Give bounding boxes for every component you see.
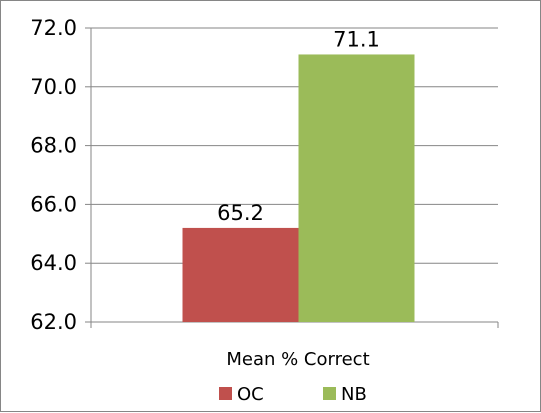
legend-swatch-oc [219,387,232,400]
y-tick-label: 70.0 [30,75,77,99]
y-tick-label: 64.0 [30,251,77,275]
legend-label-nb: NB [341,384,367,405]
data-label-oc: 65.2 [217,201,264,225]
y-tick-label: 72.0 [30,16,77,40]
legend: OC NB [219,384,367,405]
data-labels: 65.2 71.1 [217,27,380,224]
y-tick-label: 66.0 [30,192,77,216]
bar-nb [298,54,415,323]
y-tick-label: 68.0 [30,134,77,158]
bar-oc [182,227,299,322]
legend-swatch-nb [323,387,336,400]
legend-label-oc: OC [237,384,264,405]
gridlines [91,27,498,264]
data-label-nb: 71.1 [333,27,380,51]
bars [182,54,415,323]
y-tick-label: 62.0 [30,310,77,334]
y-axis-ticks: 62.0 64.0 66.0 68.0 70.0 72.0 [30,16,77,334]
x-category-label: Mean % Correct [226,349,369,370]
